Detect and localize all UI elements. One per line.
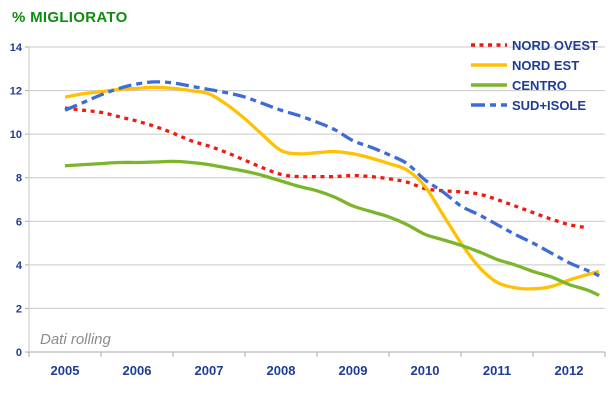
legend-item-centro: CENTRO — [471, 75, 598, 95]
x-axis-label: 2006 — [123, 363, 152, 378]
y-axis-label: 0 — [16, 347, 22, 359]
x-axis-label: 2008 — [267, 363, 296, 378]
y-axis-label: 8 — [16, 173, 22, 185]
chart-title: % MIGLIORATO — [12, 9, 128, 26]
y-axis-label: 12 — [10, 86, 22, 98]
legend-swatch-line — [471, 63, 507, 67]
x-axis-label: 2005 — [51, 363, 80, 378]
legend-swatch-line — [471, 43, 507, 47]
chart-legend: NORD OVEST NORD EST CENTRO SUD+ISOLE — [471, 35, 598, 115]
legend-label: SUD+ISOLE — [512, 97, 587, 113]
x-axis-label: 2012 — [555, 363, 584, 378]
series-line-nord-est — [64, 85, 600, 291]
legend-label: NORD EST — [512, 57, 580, 73]
series-line-sud-isole — [64, 80, 600, 278]
x-axis-label: 2007 — [195, 363, 224, 378]
chart-note-dati-rolling: Dati rolling — [40, 331, 111, 348]
legend-label: CENTRO — [512, 77, 567, 93]
legend-swatch-line — [471, 83, 507, 87]
legend-item-nord-est: NORD EST — [471, 55, 598, 75]
series-line-nord-ovest — [64, 106, 588, 230]
legend-swatch-line — [471, 103, 507, 107]
y-axis-label: 2 — [16, 303, 22, 315]
legend-item-nord-ovest: NORD OVEST — [471, 35, 598, 55]
legend-label: NORD OVEST — [512, 37, 598, 53]
series-line-centro — [64, 159, 600, 297]
x-axis-label: 2011 — [483, 363, 511, 378]
x-axis-label: 2009 — [339, 363, 368, 378]
y-axis-label: 14 — [10, 42, 23, 54]
legend-item-sud-isole: SUD+ISOLE — [471, 95, 598, 115]
y-axis-label: 6 — [16, 216, 22, 228]
y-axis-label: 4 — [16, 260, 23, 272]
y-axis-label: 10 — [10, 129, 22, 141]
x-axis-label: 2010 — [411, 363, 440, 378]
